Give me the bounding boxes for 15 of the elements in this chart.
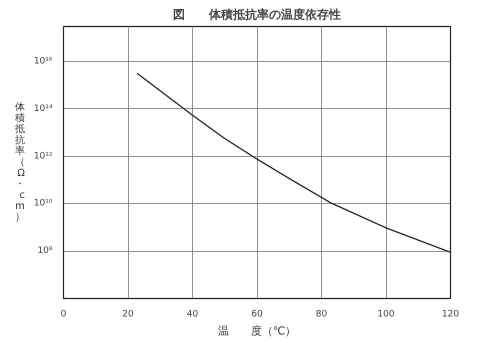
y-tick-label: 10¹⁶ [34, 56, 53, 67]
x-tick-label: 60 [251, 310, 263, 320]
x-axis-title: 温 度（℃） [218, 324, 296, 338]
y-tick-label: 10¹² [34, 151, 53, 162]
x-tick-label: 80 [316, 310, 328, 320]
x-tick-label: 20 [122, 310, 134, 320]
y-tick-label: 10¹⁰ [34, 198, 53, 209]
x-tick-label: 120 [442, 310, 460, 320]
text: 体積抵抗率（Ω・cm） [14, 102, 25, 223]
y-tick-label: 10¹⁴ [34, 104, 53, 114]
chart-title: 図 体積抵抗率の温度依存性 [173, 8, 341, 22]
x-tick-label: 40 [186, 310, 198, 320]
x-tick-label: 100 [377, 310, 395, 320]
x-tick-label: 0 [60, 310, 67, 320]
y-tick-label: 10⁸ [37, 246, 53, 256]
